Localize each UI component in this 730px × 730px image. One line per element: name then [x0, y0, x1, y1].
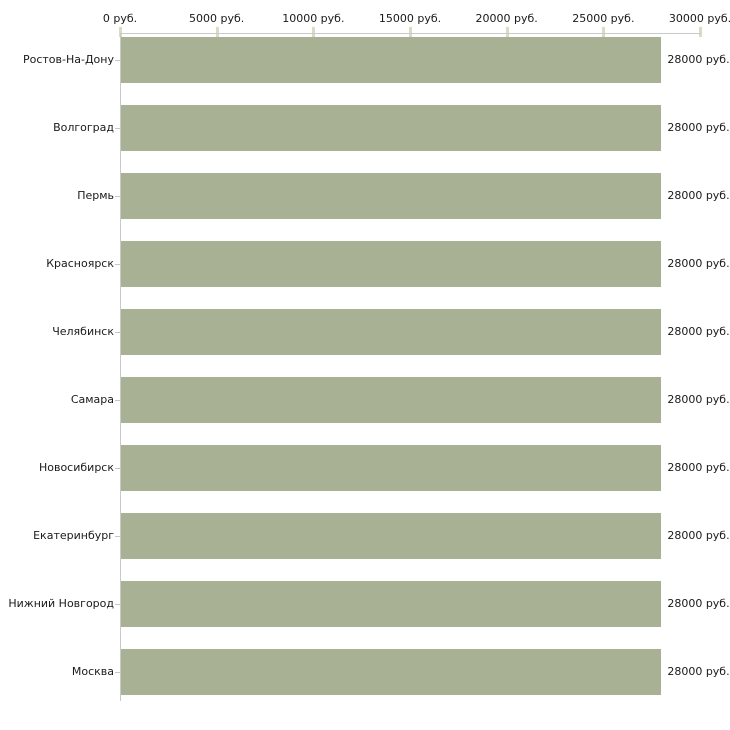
- bar: [121, 377, 662, 423]
- x-axis-tick-label: 30000 руб.: [668, 12, 730, 25]
- x-axis-tick-mark: [505, 27, 509, 37]
- bar: [121, 513, 662, 559]
- bar: [121, 173, 662, 219]
- category-label: Пермь: [77, 189, 114, 202]
- category-tick-mark: [115, 672, 120, 673]
- x-axis-tick-mark: [215, 27, 219, 37]
- x-axis-tick-mark: [312, 27, 316, 37]
- y-axis-line: [120, 33, 121, 701]
- category-label: Москва: [71, 665, 114, 678]
- bar-value-label: 28000 руб.: [667, 53, 730, 66]
- bar-value-label: 28000 руб.: [667, 325, 730, 338]
- bar-value-label: 28000 руб.: [667, 529, 730, 542]
- category-label: Челябинск: [52, 325, 114, 338]
- x-axis-tick-label: 25000 руб.: [572, 12, 635, 25]
- x-axis-tick-label: 10000 руб.: [282, 12, 345, 25]
- category-tick-mark: [115, 332, 120, 333]
- category-tick-mark: [115, 264, 120, 265]
- x-axis-tick-label: 15000 руб.: [378, 12, 442, 25]
- bar-value-label: 28000 руб.: [667, 121, 730, 134]
- bar: [121, 37, 662, 83]
- x-axis-line: [120, 33, 701, 34]
- category-tick-mark: [115, 468, 120, 469]
- bar: [121, 445, 662, 491]
- category-tick-mark: [115, 128, 120, 129]
- bar-value-label: 28000 руб.: [667, 597, 730, 610]
- bar: [121, 105, 662, 151]
- bar: [121, 241, 662, 287]
- category-tick-mark: [115, 400, 120, 401]
- bar-value-label: 28000 руб.: [667, 189, 730, 202]
- x-axis-tick-mark: [699, 27, 702, 37]
- category-tick-mark: [115, 60, 120, 61]
- category-label: Самара: [70, 393, 114, 406]
- bar-value-label: 28000 руб.: [667, 665, 730, 678]
- category-tick-mark: [115, 196, 120, 197]
- bar-value-label: 28000 руб.: [667, 257, 730, 270]
- category-label: Волгоград: [53, 121, 114, 134]
- bar: [121, 309, 662, 355]
- bar: [121, 649, 662, 695]
- category-label: Нижний Новгород: [8, 597, 114, 610]
- category-label: Красноярск: [46, 257, 114, 270]
- category-label: Екатеринбург: [33, 529, 114, 542]
- x-axis-tick-mark: [119, 27, 122, 37]
- bar-value-label: 28000 руб.: [667, 461, 730, 474]
- bar: [121, 581, 662, 627]
- x-axis-tick-label: 5000 руб.: [189, 12, 245, 25]
- bar-value-label: 28000 руб.: [667, 393, 730, 406]
- category-tick-mark: [115, 536, 120, 537]
- x-axis-tick-label: 0 руб.: [102, 12, 138, 25]
- x-axis-tick-mark: [602, 27, 606, 37]
- x-axis-tick-mark: [409, 27, 412, 37]
- category-label: Ростов-На-Дону: [22, 53, 114, 66]
- x-axis-tick-label: 20000 руб.: [475, 12, 538, 25]
- category-label: Новосибирск: [38, 461, 114, 474]
- category-tick-mark: [115, 604, 120, 605]
